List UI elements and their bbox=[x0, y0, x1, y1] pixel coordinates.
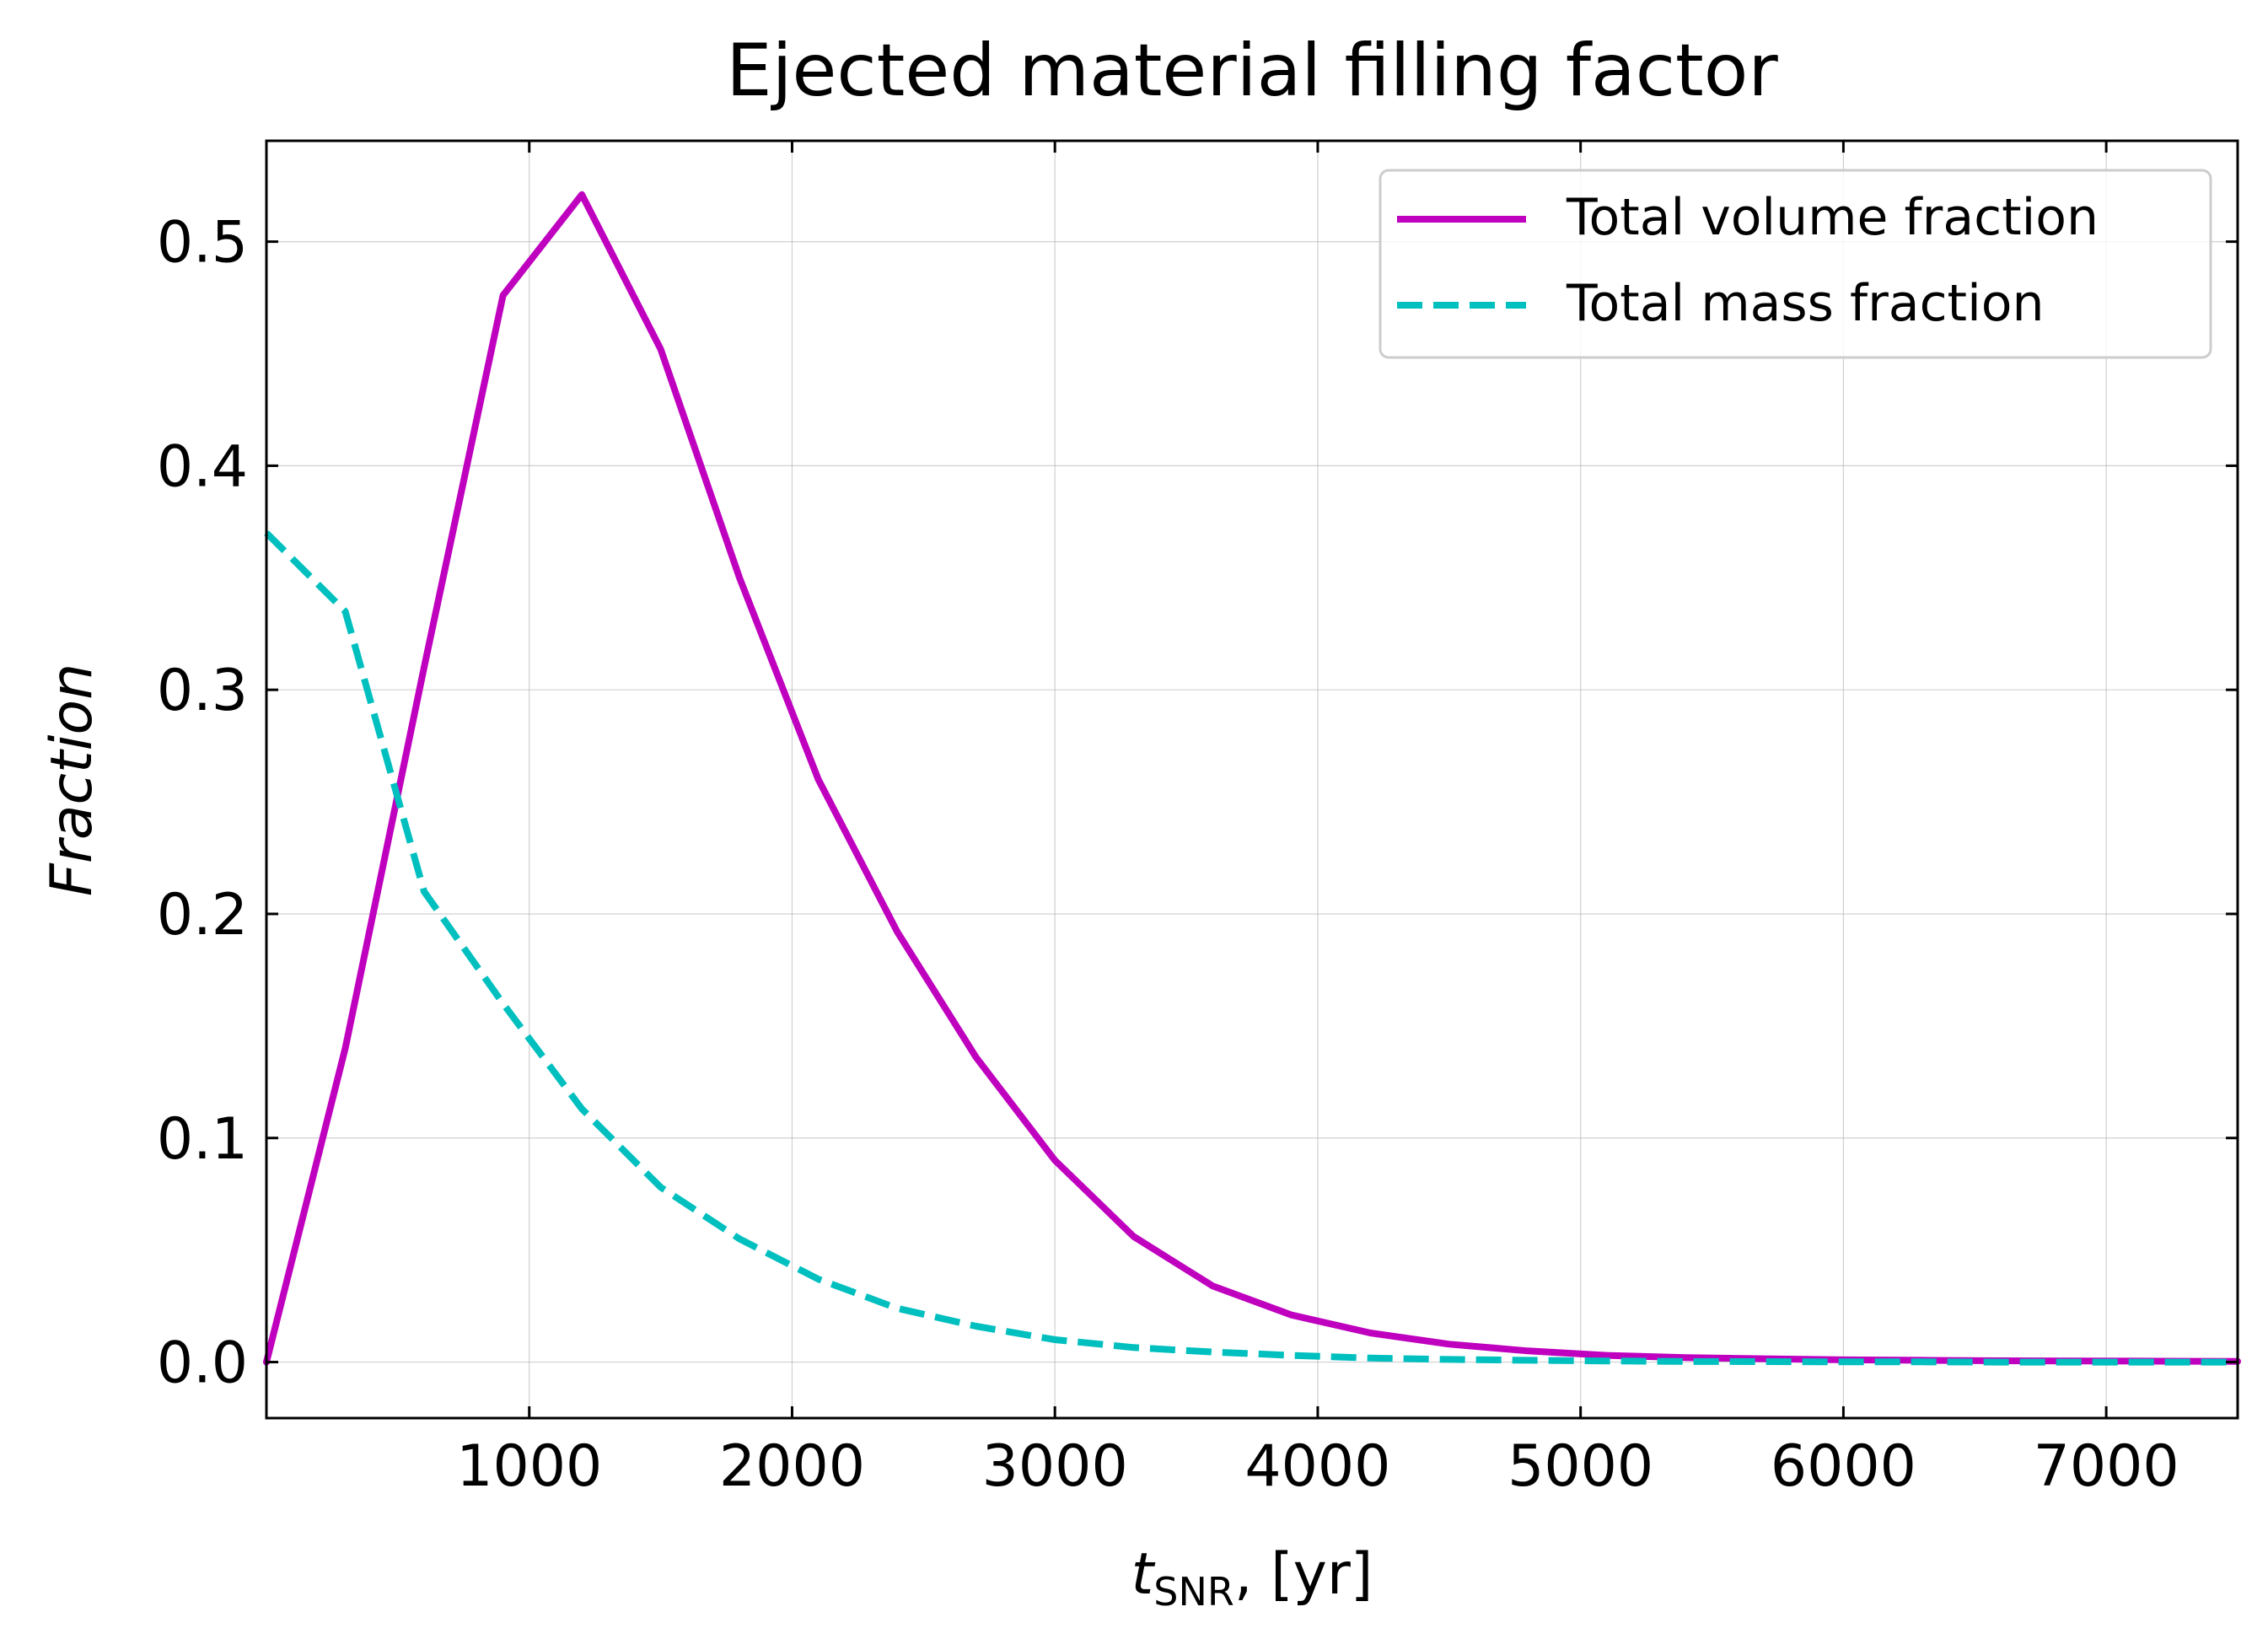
legend-label-mass: Total mass fraction bbox=[1566, 274, 2044, 333]
x-axis-label-variable: t bbox=[1131, 1541, 1156, 1608]
axes bbox=[265, 139, 2239, 1420]
y-tick-label: 0.4 bbox=[157, 433, 248, 500]
x-axis-label: tSNR, [yr] bbox=[1131, 1541, 1373, 1615]
series-line-volume bbox=[263, 191, 2241, 1366]
plot-frame bbox=[265, 139, 2239, 1420]
x-tick-label: 6000 bbox=[1771, 1433, 1916, 1500]
x-tick-label: 3000 bbox=[982, 1433, 1128, 1500]
x-axis-label-subscript: SNR bbox=[1153, 1569, 1234, 1615]
y-tick-label: 0.2 bbox=[157, 882, 248, 948]
x-tick-label: 2000 bbox=[719, 1433, 865, 1500]
y-tick-label: 0.3 bbox=[157, 658, 248, 724]
y-tick-label: 0.1 bbox=[157, 1106, 248, 1173]
chart-title: Ejected material filling factor bbox=[726, 29, 1778, 113]
ticks: 1000 2000 3000 4000 5000 6000 7000 0.0 0.1 0.2 0.3… bbox=[157, 141, 2238, 1500]
series-line-mass bbox=[264, 530, 2238, 1366]
legend-label-volume: Total volume fraction bbox=[1566, 188, 2099, 247]
series-layer bbox=[263, 191, 2241, 1366]
x-tick-label: 4000 bbox=[1244, 1433, 1390, 1500]
legend: Total volume fraction Total mass fractio… bbox=[1379, 169, 2212, 359]
x-tick-label: 5000 bbox=[1508, 1433, 1653, 1500]
x-tick-label: 7000 bbox=[2034, 1433, 2179, 1500]
x-axis-label-unit: , [yr] bbox=[1234, 1541, 1373, 1608]
y-tick-label: 0.0 bbox=[157, 1330, 248, 1397]
x-tick-label: 1000 bbox=[456, 1433, 602, 1500]
grid bbox=[266, 141, 2238, 1418]
y-tick-label: 0.5 bbox=[157, 210, 248, 277]
y-axis-label: Fraction bbox=[39, 664, 105, 896]
legend-box bbox=[1379, 169, 2212, 359]
